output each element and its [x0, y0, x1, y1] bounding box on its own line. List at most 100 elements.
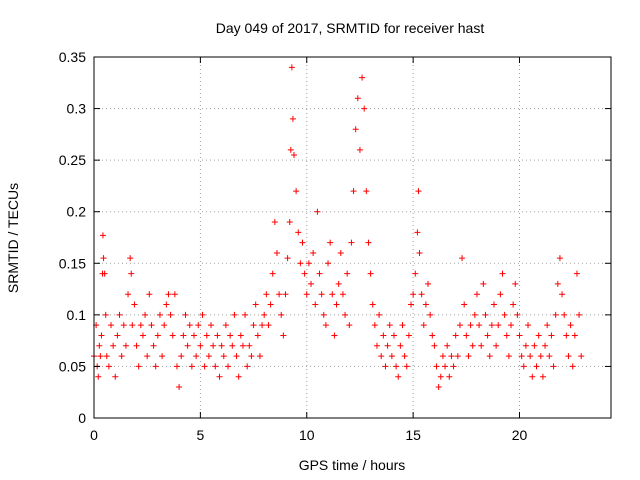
data-point [493, 342, 500, 349]
data-point [578, 353, 585, 360]
data-point [244, 363, 251, 370]
data-point [256, 353, 263, 360]
data-point [252, 301, 259, 308]
data-point [118, 353, 125, 360]
data-point [129, 322, 136, 329]
x-tick-label: 5 [196, 427, 204, 443]
data-point [305, 260, 312, 267]
data-point [108, 322, 115, 329]
data-point [471, 311, 478, 318]
data-point [180, 332, 187, 339]
y-tick-label: 0 [78, 410, 86, 426]
data-point [356, 146, 363, 153]
data-point [127, 255, 134, 262]
data-point [461, 301, 468, 308]
data-point [378, 353, 385, 360]
data-point [276, 291, 283, 298]
data-point [369, 301, 376, 308]
data-point [476, 322, 483, 329]
data-point [212, 363, 219, 370]
data-point [289, 115, 296, 122]
data-point [284, 255, 291, 262]
data-point [225, 363, 232, 370]
data-point [563, 332, 570, 339]
data-point [216, 373, 223, 380]
data-point [320, 311, 327, 318]
data-point [329, 291, 336, 298]
data-point [473, 291, 480, 298]
data-point [286, 219, 293, 226]
data-point [497, 291, 504, 298]
data-point [522, 342, 529, 349]
data-point [544, 322, 551, 329]
data-point [539, 373, 546, 380]
data-point [195, 322, 202, 329]
data-point [322, 322, 329, 329]
data-point [350, 188, 357, 195]
data-point [267, 301, 274, 308]
data-point [386, 322, 393, 329]
x-tick-label: 20 [512, 427, 528, 443]
data-point [102, 311, 109, 318]
data-point [405, 332, 412, 339]
data-point [110, 342, 117, 349]
data-point [516, 332, 523, 339]
data-point [290, 151, 297, 158]
data-point [114, 332, 121, 339]
data-point [161, 322, 168, 329]
y-tick-labels: 0 0.05 0.1 0.15 0.2 0.25 0.3 0.35 [59, 49, 86, 426]
data-point [554, 280, 561, 287]
data-point [531, 342, 538, 349]
data-point [101, 270, 108, 277]
data-point [446, 373, 453, 380]
data-point [373, 342, 380, 349]
data-point [414, 229, 421, 236]
data-point [561, 311, 568, 318]
data-point [273, 249, 280, 256]
data-point [556, 255, 563, 262]
x-tick-label: 15 [405, 427, 421, 443]
data-point [203, 332, 210, 339]
data-point [435, 384, 442, 391]
data-point [480, 280, 487, 287]
data-point [442, 363, 449, 370]
data-point [520, 363, 527, 370]
y-tick-label: 0.35 [59, 49, 86, 65]
data-point [199, 311, 206, 318]
data-point [271, 219, 278, 226]
data-point [427, 311, 434, 318]
data-point [559, 291, 566, 298]
plot-frame [93, 56, 612, 419]
data-point [254, 332, 261, 339]
data-point [395, 373, 402, 380]
data-point [190, 332, 197, 339]
data-point [535, 332, 542, 339]
data-point [567, 322, 574, 329]
data-point [393, 363, 400, 370]
x-tick-labels: 0 5 10 15 20 [90, 427, 527, 443]
data-point [425, 280, 432, 287]
data-point [231, 311, 238, 318]
data-point [299, 239, 306, 246]
data-point [512, 280, 519, 287]
data-point [384, 342, 391, 349]
data-point [237, 332, 244, 339]
data-point [344, 270, 351, 277]
data-point [316, 270, 323, 277]
data-point [456, 322, 463, 329]
data-point [505, 353, 512, 360]
data-point [154, 332, 161, 339]
data-point [444, 342, 451, 349]
data-point [222, 322, 229, 329]
data-point [376, 311, 383, 318]
data-point [288, 64, 295, 71]
data-point [229, 342, 236, 349]
data-point [552, 311, 559, 318]
data-point [380, 332, 387, 339]
data-point [416, 249, 423, 256]
y-tick-label: 0.15 [59, 255, 86, 271]
data-point [433, 363, 440, 370]
data-point [131, 301, 138, 308]
data-point [150, 342, 157, 349]
